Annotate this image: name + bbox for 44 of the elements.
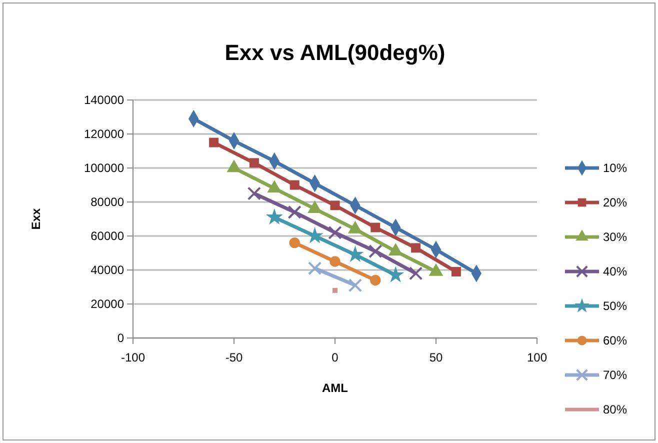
x-tick-label: 50 [429,350,443,364]
y-tick-label: 80000 [90,194,124,209]
point [308,261,322,276]
y-axis-title: Exx [29,208,43,230]
point [370,274,381,286]
y-tick-label: 100000 [84,160,124,175]
point [408,266,423,280]
legend-label: 20% [603,196,628,210]
point [330,200,340,210]
x-tick-label: -50 [225,350,243,364]
legend-label: 30% [603,230,628,244]
y-tick-label: 120000 [84,126,124,141]
legend-label: 40% [603,264,628,278]
x-axis-title: AML [322,381,348,395]
legend-label: 70% [603,368,628,382]
point [348,278,362,292]
x-tick-label: 100 [526,350,548,364]
y-tick-label: 140000 [84,92,124,107]
y-tick-label: 0 [117,330,124,345]
legend-label: 60% [603,334,628,348]
point [247,186,262,200]
y-tick-label: 20000 [90,296,124,311]
x-tick-label: 0 [332,350,339,364]
chart-title: Exx vs AML(90deg%) [224,40,446,65]
point [411,243,421,253]
point [451,266,461,276]
point [370,222,380,232]
legend-label: 80% [603,402,628,416]
legend-label: 50% [603,299,628,313]
point [330,256,340,267]
point [306,227,324,244]
point [209,138,219,148]
point [290,180,300,190]
y-tick-label: 40000 [90,262,124,277]
legend-label: 10% [603,161,628,175]
point [249,158,259,168]
point [266,208,283,225]
point [289,237,300,248]
point [387,266,404,282]
point [328,226,342,240]
y-tick-label: 60000 [90,228,124,243]
x-tick-label: -100 [120,350,146,364]
point [288,205,302,220]
point [368,244,382,258]
